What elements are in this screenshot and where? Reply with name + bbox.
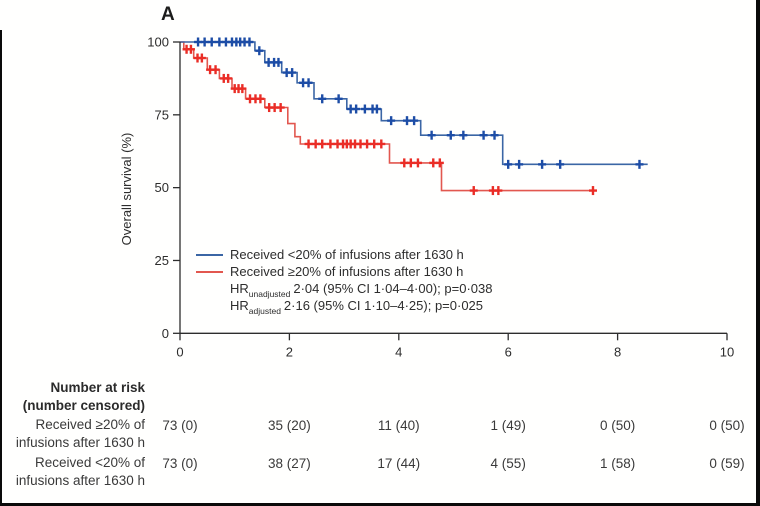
risk-row-label-line1: Received ≥20% of <box>35 417 145 432</box>
risk-value: 4 (55) <box>490 456 526 471</box>
scan-edge-left <box>0 30 2 506</box>
x-tick-label: 8 <box>614 344 621 359</box>
hr-adjusted-text: HRadjusted 2·16 (95% CI 1·10–4·25); p=0·0… <box>230 297 492 316</box>
risk-value: 73 (0) <box>162 456 198 471</box>
x-tick-label: 2 <box>286 344 293 359</box>
x-tick-label: 10 <box>720 344 734 359</box>
y-tick-label: 0 <box>162 326 169 341</box>
hr-subscript: adjusted <box>248 305 281 316</box>
risk-value: 1 (58) <box>599 456 636 471</box>
risk-value: 73 (0) <box>162 418 198 433</box>
risk-row-label-line1: Received <20% of <box>35 455 145 470</box>
legend-label-over20: Received ≥20% of infusions after 1630 h <box>230 264 464 279</box>
risk-value: 1 (49) <box>490 418 526 433</box>
km-chart: 0 25 50 75 100 0 2 4 6 8 10 Overall survival (%) <box>119 35 734 360</box>
risk-row-label-line2: infusions after 1630 h <box>15 435 145 450</box>
x-tick-label: 4 <box>395 344 402 359</box>
hr-unadjusted-text: HRunadjusted 2·04 (95% CI 1·04–4·00); p=0… <box>230 280 493 299</box>
risk-value: 38 (27) <box>268 456 311 471</box>
x-tick-label: 6 <box>505 344 512 359</box>
risk-value: 11 (40) <box>377 418 420 433</box>
panel-label: A <box>161 4 175 25</box>
y-tick-label: 25 <box>155 253 169 268</box>
hr-prefix: HR <box>230 298 249 313</box>
hr-value: 2·16 (95% CI 1·10–4·25); p=0·025 <box>283 298 484 313</box>
hr-prefix: HR <box>230 281 249 296</box>
risk-value: 35 (20) <box>268 418 311 433</box>
legend-line-red <box>196 270 223 273</box>
risk-header-line2: (number censored) <box>22 398 145 413</box>
y-tick-label: 50 <box>155 180 169 195</box>
risk-value: 0 (59) <box>709 456 745 471</box>
legend-item-under20: Received <20% of infusions after 1630 h <box>196 246 492 263</box>
risk-value: 17 (44) <box>377 456 421 471</box>
legend-line-blue <box>196 253 223 256</box>
legend: Received <20% of infusions after 1630 h … <box>196 246 493 316</box>
risk-row-label-line2: infusions after 1630 h <box>15 473 145 488</box>
legend-item-over20: Received ≥20% of infusions after 1630 h <box>196 263 492 280</box>
km-curve-blue <box>180 41 648 166</box>
hr-value: 2·04 (95% CI 1·04–4·00); p=0·038 <box>293 281 493 296</box>
x-tick-label: 0 <box>176 344 183 359</box>
scan-edge-right <box>756 0 760 506</box>
y-tick-label: 75 <box>155 107 169 122</box>
scan-edge-bottom <box>0 503 760 506</box>
legend-label-under20: Received <20% of infusions after 1630 h <box>230 247 464 262</box>
y-tick-label: 100 <box>147 35 169 50</box>
risk-value: 0 (50) <box>599 418 636 433</box>
hr-subscript: unadjusted <box>248 288 291 299</box>
risk-value: 0 (50) <box>709 418 745 433</box>
risk-header-line1: Number at risk <box>50 380 145 395</box>
y-axis-title: Overall survival (%) <box>119 133 134 246</box>
